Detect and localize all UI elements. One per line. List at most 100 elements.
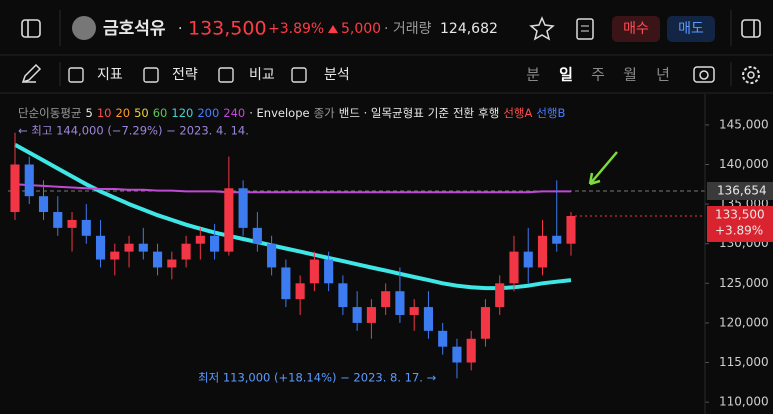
period-tab[interactable]: 년 — [656, 66, 670, 84]
logo — [72, 16, 96, 40]
y-tick-label: 125,000 — [719, 276, 769, 290]
memo-icon[interactable] — [576, 18, 594, 40]
candle-body — [352, 307, 362, 323]
change-pct: +3.89% — [268, 21, 324, 37]
buy-label: 매수 — [623, 21, 649, 37]
candle-body — [252, 227, 262, 244]
candle-body — [110, 251, 120, 260]
moving-average — [14, 142, 572, 291]
period-tab[interactable]: 분 — [526, 66, 540, 84]
y-tick-label: 115,000 — [719, 355, 769, 369]
tool-group: 지표 전략 비교 분석 — [68, 67, 350, 83]
up-triangle — [328, 25, 338, 33]
candle-body — [24, 164, 34, 197]
candle-body — [509, 251, 519, 284]
low-note: 최저 113,000 (+18.14%) − 2023. 8. 17. → — [198, 371, 437, 385]
candle-body — [167, 259, 177, 268]
candle-body — [495, 283, 505, 308]
candle-body — [238, 188, 248, 228]
tool-icon[interactable] — [291, 67, 307, 83]
buy-button[interactable] — [612, 16, 660, 42]
candle-body — [153, 251, 163, 268]
legend-entry[interactable]: 5 — [85, 106, 92, 120]
y-tick-label: 120,000 — [719, 315, 769, 329]
high-note: ← 최고 144,000 (−7.29%) − 2023. 4. 14. — [18, 124, 249, 138]
candle-body — [53, 212, 63, 228]
candle-body — [210, 235, 220, 252]
legend-entry[interactable]: 밴드 · 일목균형표 — [339, 106, 424, 120]
legend-entry[interactable]: 200 — [197, 106, 219, 120]
draw-icon[interactable] — [21, 63, 42, 84]
legend-entry[interactable]: 기준 — [428, 106, 449, 120]
camera-lens — [699, 70, 709, 80]
camera-icon[interactable] — [693, 66, 715, 83]
candle-body — [566, 215, 576, 244]
legend-entry[interactable]: 종가 — [314, 106, 336, 120]
settings-icon[interactable] — [742, 66, 760, 84]
tool-label[interactable]: 분석 — [324, 67, 350, 83]
period-tab[interactable]: 월 — [623, 66, 637, 84]
candle-body — [224, 188, 234, 252]
candle-body — [409, 307, 419, 315]
legend-entry[interactable]: 전환 — [453, 106, 475, 120]
sell-label: 매도 — [678, 21, 704, 37]
legend-entry[interactable]: 선행B — [536, 106, 565, 120]
panel-icon[interactable] — [741, 19, 761, 38]
candle-body — [381, 291, 391, 308]
legend-entry[interactable]: 20 — [115, 106, 130, 120]
candle-body — [81, 219, 91, 236]
volume: 124,682 — [440, 21, 498, 37]
last-change: +3.89% — [715, 223, 763, 237]
stock-name: 금호석유 — [103, 19, 166, 39]
legend-entry[interactable]: 50 — [134, 106, 149, 120]
candle-body — [181, 243, 191, 260]
settings-core — [747, 71, 755, 79]
tool-label[interactable]: 지표 — [97, 67, 123, 83]
candle-body — [67, 219, 77, 228]
reference-box — [707, 181, 773, 200]
legend-entry[interactable]: 10 — [97, 106, 112, 120]
candle-body — [95, 235, 106, 260]
legend-entry[interactable]: 240 — [223, 106, 245, 120]
period-tab[interactable]: 주 — [591, 66, 605, 84]
legend-entry[interactable]: · Envelope — [249, 106, 309, 120]
candle-body — [438, 330, 448, 347]
last-box — [707, 205, 773, 242]
candle-body — [195, 235, 205, 244]
tool-icon[interactable] — [143, 67, 159, 83]
sidebar-icon[interactable] — [21, 19, 41, 38]
legend-entry[interactable]: 120 — [171, 106, 193, 120]
candle-body — [552, 235, 562, 244]
candle-body — [466, 338, 476, 363]
candle-body — [395, 291, 405, 315]
last-label: 133,500 — [715, 207, 765, 221]
period-tab[interactable]: 일 — [559, 66, 573, 84]
candle-body — [423, 307, 433, 331]
sell-button[interactable] — [667, 16, 715, 42]
legend-entry[interactable]: 후행 — [478, 106, 499, 120]
candle-body — [452, 346, 462, 363]
legend-entry[interactable]: 60 — [153, 106, 168, 120]
price: 133,500 — [188, 18, 267, 40]
tool-label[interactable]: 비교 — [249, 67, 275, 83]
candle-body — [324, 259, 334, 284]
candle-body — [537, 235, 548, 268]
reference-label: 136,654 — [717, 183, 767, 197]
volume-label: · 거래량 — [384, 21, 432, 37]
favorite-icon[interactable] — [529, 16, 555, 41]
legend: 단순이동평균 5 10 20 50 60 120 200 240 · Envelope 종가 밴드 ·… — [18, 106, 566, 120]
legend-entry[interactable]: 선행A — [503, 106, 532, 120]
candle-body — [309, 259, 319, 284]
candle-body — [267, 243, 277, 268]
legend-entry[interactable]: 단순이동평균 — [18, 106, 81, 120]
change-abs: 5,000 — [341, 21, 381, 37]
tool-icon[interactable] — [218, 67, 234, 83]
tool-icon[interactable] — [68, 67, 84, 83]
tool-label[interactable]: 전략 — [172, 67, 198, 83]
dot: · — [178, 21, 182, 37]
moving-average — [14, 183, 571, 194]
candle-body — [338, 283, 348, 308]
